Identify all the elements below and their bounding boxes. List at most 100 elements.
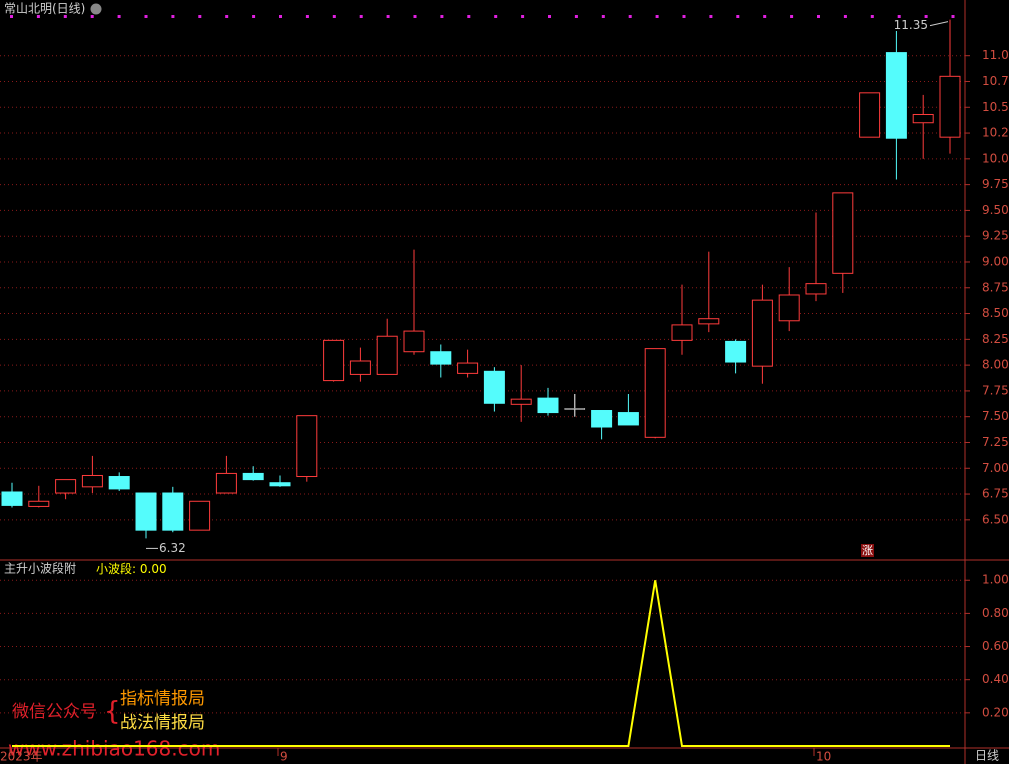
candle-body — [537, 397, 559, 414]
y-tick-label: 0.80 — [982, 606, 1009, 620]
candle-body — [617, 412, 639, 426]
candle-body — [296, 415, 318, 478]
marker-dot — [413, 15, 417, 18]
watermark-brace: { — [104, 697, 121, 727]
series-name: 小波段 — [96, 561, 132, 576]
chart-title: 常山北明(日线) — [4, 2, 85, 16]
candle-body — [403, 330, 425, 353]
marker-dot — [655, 15, 659, 18]
watermark-site: www.zhibiao168.com — [8, 737, 220, 761]
candle-body — [1, 491, 23, 506]
marker-dot — [574, 15, 578, 18]
marker-dot — [386, 15, 390, 18]
x-tick-label: 10 — [816, 750, 831, 764]
marker-dot — [924, 15, 928, 18]
marker-dot — [359, 15, 363, 18]
candle-body — [912, 113, 934, 124]
y-tick-label: 10.75 — [982, 74, 1009, 88]
badge-label: 涨 — [862, 544, 873, 557]
y-tick-label: 9.75 — [982, 177, 1009, 191]
candle-body — [805, 283, 827, 295]
y-tick-label: 9.00 — [982, 254, 1009, 268]
candle-body — [242, 472, 264, 481]
watermark-account: 微信公众号 — [12, 702, 97, 722]
candle-body — [135, 492, 157, 531]
candle-body — [644, 348, 666, 438]
y-tick-label: 8.50 — [982, 306, 1009, 320]
annotation-arrow — [929, 21, 949, 27]
y-tick-label: 1.00 — [982, 573, 1009, 587]
y-tick-label: 0.60 — [982, 639, 1009, 653]
watermark-name: 战法情报局 — [120, 713, 205, 733]
candle-body — [81, 474, 103, 488]
last-value: 0.00 — [140, 562, 167, 576]
marker-dot — [709, 15, 713, 18]
marker-dot — [440, 15, 444, 18]
marker-dot — [817, 15, 820, 18]
y-tick-label: 11.00 — [982, 48, 1009, 62]
candle-body — [430, 351, 452, 365]
marker-dot — [252, 15, 256, 18]
y-tick-label: 7.00 — [982, 461, 1009, 475]
line-series — [12, 580, 950, 747]
y-tick-label: 8.25 — [982, 332, 1009, 346]
marker-dot — [171, 15, 175, 18]
candle-body — [591, 410, 613, 428]
candle-body — [457, 362, 479, 374]
marker-dot — [763, 15, 767, 18]
marker-dot — [548, 15, 551, 18]
y-tick-label: 8.75 — [982, 280, 1009, 294]
y-tick-label: 10.25 — [982, 126, 1009, 140]
marker-dot — [332, 15, 336, 18]
candle-body — [215, 472, 237, 494]
marker-dot — [10, 15, 13, 18]
candle-body — [564, 408, 586, 410]
marker-dot — [494, 15, 498, 18]
badge — [861, 544, 874, 557]
candle-body — [189, 500, 211, 531]
marker-dot — [601, 15, 605, 18]
candle-body — [698, 318, 720, 325]
candle-body — [162, 492, 184, 531]
y-tick-label: 9.50 — [982, 203, 1009, 217]
candle-body — [269, 482, 291, 487]
y-tick-label: 9.25 — [982, 229, 1009, 243]
marker-dot — [897, 15, 901, 18]
marker-dot — [198, 15, 202, 18]
watermark-name: 指标情报局 — [120, 689, 205, 709]
candle-body — [859, 92, 881, 138]
marker-dot — [736, 15, 740, 18]
candle-body — [510, 398, 532, 405]
y-tick-label: 0.40 — [982, 672, 1009, 686]
menu-icon[interactable] — [90, 3, 102, 15]
marker-dot — [305, 15, 309, 18]
y-tick-label: 7.75 — [982, 383, 1009, 397]
candle-body — [55, 479, 77, 494]
y-tick-label: 8.00 — [982, 358, 1009, 372]
marker-dot — [790, 15, 794, 18]
separator: : — [132, 562, 140, 576]
marker-dot — [36, 15, 40, 18]
candle-body — [751, 299, 773, 367]
marker-dot — [843, 15, 847, 18]
x-tick-label: 2023年 — [0, 750, 43, 764]
candle-body — [725, 340, 747, 363]
indicator-title: 主升小波段附 — [4, 561, 76, 576]
y-tick-label: 6.50 — [982, 512, 1009, 526]
marker-dot — [682, 15, 686, 18]
candle-body — [778, 294, 800, 322]
marker-dot — [467, 15, 471, 18]
candle-body — [939, 75, 961, 138]
y-tick-label: 7.50 — [982, 409, 1009, 423]
marker-dot — [279, 15, 282, 18]
candle-body — [671, 324, 693, 341]
marker-dot — [144, 15, 148, 18]
y-tick-label: 7.25 — [982, 435, 1009, 449]
marker-dot — [628, 15, 632, 18]
marker-dot — [951, 15, 955, 18]
candle-body — [376, 335, 398, 375]
y-tick-label: 10.50 — [982, 100, 1009, 114]
legend-entry: 小波段: 0.00 — [96, 561, 167, 576]
candle-body — [323, 339, 345, 382]
y-tick-label: 0.20 — [982, 705, 1009, 719]
